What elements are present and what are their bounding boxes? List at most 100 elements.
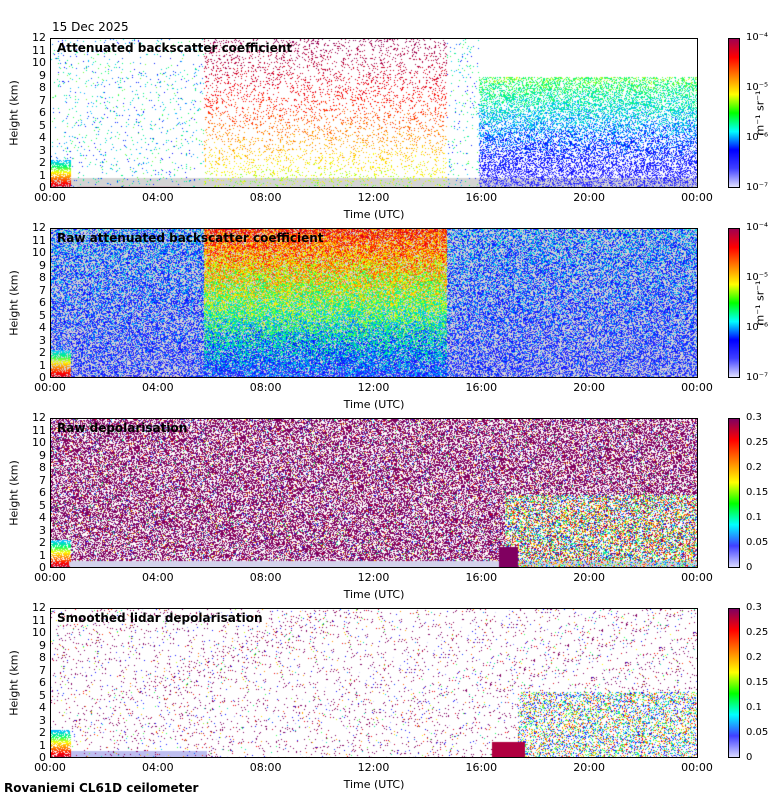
panel-1: Attenuated backscatter coefficient Height… [0,31,780,228]
x-tick-label: 20:00 [573,191,605,204]
instrument-footer: Rovaniemi CL61D ceilometer [4,781,199,795]
y-tick-label: 11 [32,43,46,57]
heatmap-canvas [51,229,697,377]
x-tick-label: 16:00 [465,381,498,394]
heatmap-canvas [51,609,697,757]
x-tick-label: 16:00 [465,571,498,584]
x-tick-label: 20:00 [573,381,605,394]
panel-3: Raw depolarisation Height (km) 0 1 2 3 4 5 6 7 8 9 1… [0,411,780,608]
heatmap-canvas [51,419,697,567]
colorbar-unit: m⁻¹ sr⁻¹ [753,280,767,326]
y-tick-label: 8 [39,81,46,94]
x-tick-label: 00:00 [34,381,66,394]
y-tick-label: 12 [32,31,46,44]
panel-title: Raw depolarisation [57,421,188,435]
y-tick-label: 11 [32,423,46,437]
colorbar-tick-label: 0.3 [746,602,762,613]
y-tick-label: 5 [39,688,46,702]
y-tick-label: 11 [32,233,46,247]
x-tick-label: 00:00 [681,571,713,584]
y-tick-label: 3 [39,523,46,537]
colorbar-tick-label: 0.15 [746,677,769,688]
colorbar-unit: m⁻¹ sr⁻¹ [753,90,767,136]
y-tick-label: 10 [32,56,46,69]
colorbar-tick-label: 10⁻⁵ [746,272,769,283]
y-axis-label: Height (km) [7,460,21,526]
panel-title: Raw attenuated backscatter coefficient [57,231,324,245]
y-tick-label: 3 [39,143,46,157]
y-tick-label: 7 [39,93,46,107]
y-tick-label: 4 [39,131,46,144]
y-tick-label: 4 [39,511,46,524]
x-axis-label: Time (UTC) [343,588,405,601]
x-tick-label: 08:00 [249,761,282,774]
x-tick-label: 04:00 [141,191,174,204]
x-tick-label: 20:00 [573,571,605,584]
y-axis-label: Height (km) [7,270,21,336]
colorbar-tick-label: 0.1 [746,702,762,713]
x-tick-label: 00:00 [681,761,713,774]
x-tick-label: 16:00 [465,761,498,774]
colorbar-tick-label: 10⁻⁷ [746,182,769,193]
x-tick-label: 12:00 [357,761,390,774]
colorbar-tick-label: 10⁻⁵ [746,82,769,93]
y-tick-label: 12 [32,601,46,614]
colorbar-tick-label: 0.2 [746,462,762,473]
colorbar-tick-label: 0.25 [746,437,769,448]
y-tick-label: 6 [39,296,46,309]
colorbar-tick-label: 0.2 [746,652,762,663]
colorbar [728,608,740,758]
colorbar-tick-label: 0.05 [746,537,769,548]
y-tick-label: 2 [39,536,46,549]
y-tick-label: 1 [39,358,46,372]
y-tick-label: 7 [39,473,46,487]
y-tick-label: 9 [39,68,46,82]
x-tick-label: 16:00 [465,191,498,204]
y-tick-label: 3 [39,713,46,727]
colorbar-tick-label: 10⁻⁶ [746,322,769,333]
panel-title: Smoothed lidar depolarisation [57,611,263,625]
x-axis-label: Time (UTC) [343,778,405,791]
colorbar-tick-label: 0 [746,752,753,763]
plot-area: Attenuated backscatter coefficient [50,38,698,188]
y-tick-label: 7 [39,663,46,677]
x-tick-label: 12:00 [357,571,390,584]
y-tick-label: 6 [39,106,46,119]
y-tick-label: 1 [39,548,46,562]
x-tick-label: 04:00 [141,571,174,584]
colorbar-tick-label: 10⁻⁶ [746,132,769,143]
y-tick-label: 2 [39,156,46,169]
x-tick-label: 00:00 [681,381,713,394]
x-tick-label: 00:00 [34,571,66,584]
y-tick-label: 8 [39,651,46,664]
x-tick-label: 08:00 [249,191,282,204]
x-axis-label: Time (UTC) [343,208,405,221]
panel-2: Raw attenuated backscatter coefficient He… [0,221,780,418]
x-tick-label: 20:00 [573,761,605,774]
y-tick-label: 10 [32,626,46,639]
colorbar-tick-label: 0.3 [746,412,762,423]
y-tick-label: 6 [39,486,46,499]
y-axis-label: Height (km) [7,80,21,146]
y-axis-label: Height (km) [7,650,21,716]
y-tick-label: 4 [39,701,46,714]
colorbar-tick-label: 0.1 [746,512,762,523]
y-tick-label: 9 [39,448,46,462]
colorbar [728,228,740,378]
y-tick-label: 12 [32,411,46,424]
y-tick-label: 5 [39,308,46,322]
colorbar-tick-label: 0.25 [746,627,769,638]
x-tick-label: 00:00 [681,191,713,204]
y-tick-label: 0 [39,371,46,384]
panel-title: Attenuated backscatter coefficient [57,41,293,55]
y-tick-label: 10 [32,246,46,259]
y-tick-label: 0 [39,751,46,764]
y-tick-label: 10 [32,436,46,449]
y-tick-label: 1 [39,738,46,752]
y-tick-label: 0 [39,181,46,194]
y-tick-label: 6 [39,676,46,689]
x-tick-label: 04:00 [141,761,174,774]
colorbar-tick-label: 10⁻⁷ [746,372,769,383]
y-tick-label: 1 [39,168,46,182]
y-tick-label: 7 [39,283,46,297]
